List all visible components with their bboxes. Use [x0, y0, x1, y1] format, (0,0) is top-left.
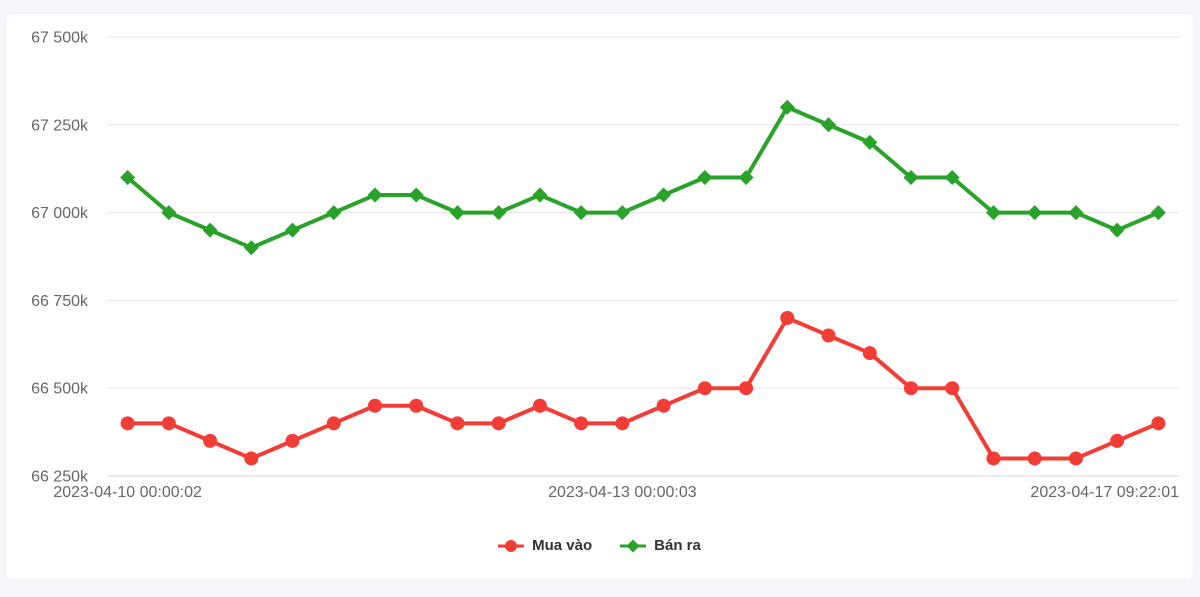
data-point-diamond: [1109, 222, 1125, 238]
data-point-diamond: [821, 117, 837, 133]
data-point-circle: [285, 433, 300, 448]
data-point-diamond: [408, 187, 424, 203]
line-chart: 67 500k 67 250k 67 000k 66 750k 66 500k 66 25…: [31, 30, 1179, 502]
data-point-diamond: [985, 205, 1001, 221]
y-axis-label: 66 250k: [31, 469, 89, 486]
data-point-circle: [244, 451, 259, 466]
data-point-diamond: [120, 169, 136, 185]
data-point-circle: [615, 416, 630, 431]
data-point-diamond: [202, 222, 218, 238]
data-point-diamond: [367, 187, 383, 203]
x-axis-label: 2023-04-13 00:00:03: [548, 484, 697, 501]
data-point-diamond: [1150, 205, 1166, 221]
data-point-circle: [120, 416, 135, 431]
series-line-diamond: [125, 105, 1161, 250]
data-point-circle: [368, 398, 382, 413]
y-axis-label: 67 250k: [31, 117, 89, 134]
legend-marker-circle-icon: [498, 539, 525, 552]
data-point-circle: [821, 328, 836, 343]
data-point-diamond: [532, 187, 548, 203]
legend-item-ban-ra[interactable]: Bán ra: [620, 537, 701, 554]
legend-item-mua-vao[interactable]: Mua vào: [498, 537, 592, 554]
chart-legend: Mua vào Bán ra: [6, 537, 1193, 554]
data-point-diamond: [903, 169, 919, 185]
data-point-circle: [739, 381, 754, 396]
data-point-diamond: [285, 222, 301, 238]
data-point-circle: [1027, 451, 1042, 466]
data-point-circle: [862, 346, 877, 361]
data-point-diamond: [161, 205, 177, 221]
x-axis-label: 2023-04-10 00:00:02: [53, 484, 202, 501]
data-point-diamond: [243, 240, 259, 256]
chart-panel: 67 500k 67 250k 67 000k 66 750k 66 500k 66 25…: [6, 14, 1193, 579]
data-point-circle: [1110, 433, 1125, 448]
y-axis-label: 67 000k: [31, 205, 89, 222]
data-point-diamond: [326, 205, 342, 221]
series-line-circle: [125, 315, 1161, 461]
y-axis-label: 67 500k: [31, 30, 89, 47]
data-point-circle: [780, 310, 795, 325]
data-point-circle: [574, 416, 589, 431]
data-point-diamond: [614, 205, 630, 221]
data-point-diamond: [656, 187, 672, 203]
data-point-diamond: [697, 169, 713, 185]
legend-label-mua-vao: Mua vào: [532, 537, 593, 554]
data-point-circle: [409, 398, 424, 413]
legend-label-ban-ra: Bán ra: [654, 537, 701, 554]
data-point-diamond: [944, 169, 960, 185]
data-point-diamond: [779, 99, 795, 115]
data-point-diamond: [1027, 205, 1043, 221]
y-axis-label: 66 500k: [31, 381, 89, 398]
data-point-circle: [697, 381, 712, 396]
data-point-circle: [1151, 416, 1166, 431]
y-axis-label: 66 750k: [31, 293, 89, 310]
data-point-circle: [161, 416, 176, 431]
data-point-circle: [326, 416, 341, 431]
data-point-circle: [945, 381, 960, 396]
data-point-circle: [532, 398, 547, 413]
data-point-diamond: [573, 205, 589, 221]
data-point-circle: [491, 416, 506, 431]
data-point-circle: [986, 451, 1001, 466]
data-point-circle: [904, 381, 918, 396]
data-point-circle: [203, 433, 218, 448]
data-point-diamond: [862, 134, 878, 150]
data-point-diamond: [1068, 205, 1084, 221]
data-point-circle: [1068, 451, 1083, 466]
data-point-diamond: [491, 205, 507, 221]
data-point-circle: [450, 416, 465, 431]
legend-marker-diamond-icon: [620, 539, 647, 552]
data-point-diamond: [449, 205, 465, 221]
data-point-diamond: [738, 169, 754, 185]
data-point-circle: [656, 398, 671, 413]
x-axis-label: 2023-04-17 09:22:01: [1030, 484, 1179, 501]
